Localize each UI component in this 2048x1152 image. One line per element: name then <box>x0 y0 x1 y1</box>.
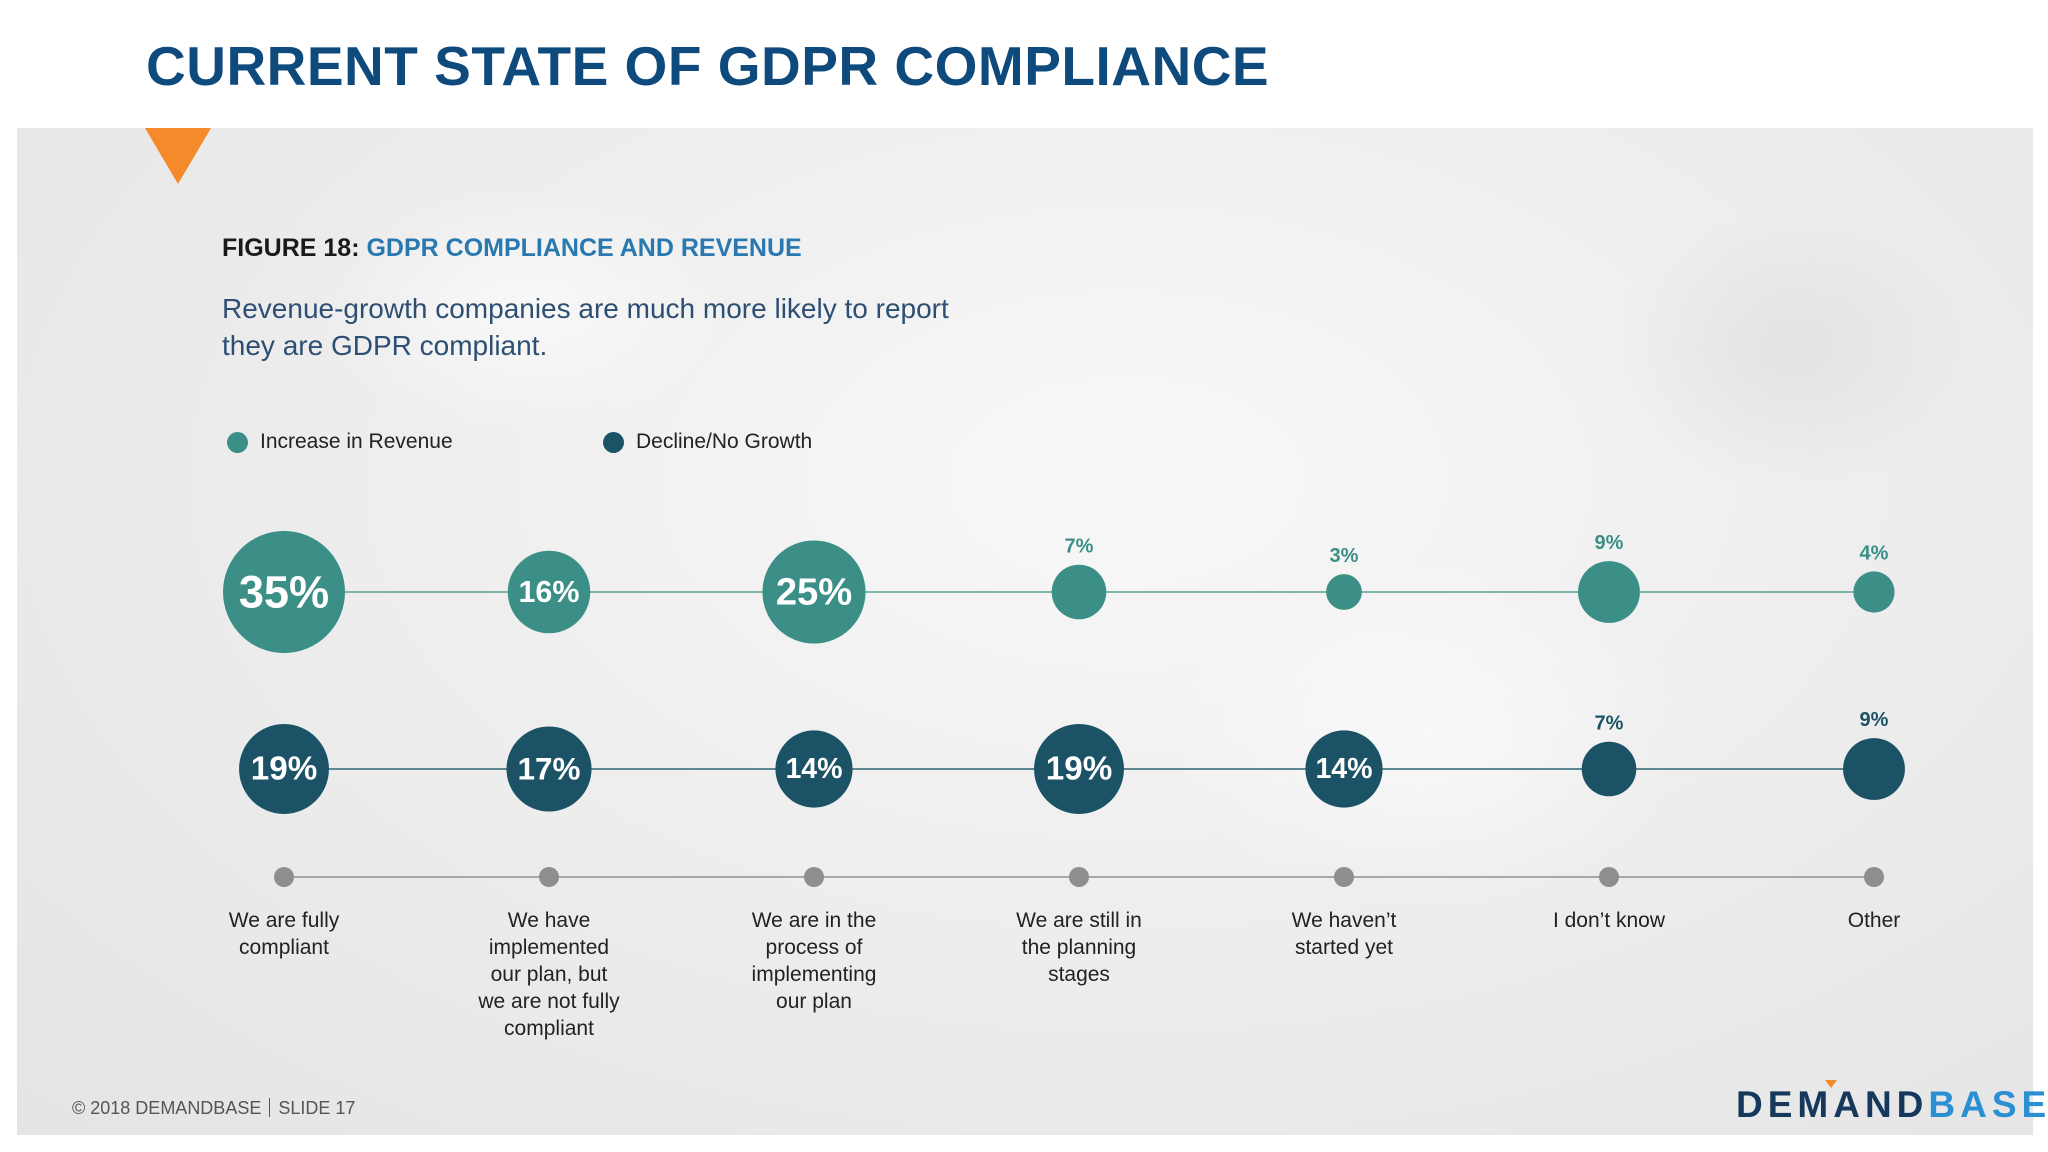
category-dot-7 <box>1864 867 1884 887</box>
category-dot-6 <box>1599 867 1619 887</box>
category-label-3-line-4: our plan <box>776 990 852 1013</box>
category-dot-5 <box>1334 867 1354 887</box>
category-label-6-line-1: I don’t know <box>1552 909 1666 932</box>
data-label-s1-c6: 9% <box>1595 532 1624 554</box>
category-label-4-line-1: We are still in <box>1016 909 1142 932</box>
category-dot-1 <box>274 867 294 887</box>
category-label-2-line-5: compliant <box>504 1017 594 1040</box>
category-label-2-line-2: implemented <box>488 936 610 959</box>
data-label-s1-c4: 7% <box>1065 536 1094 558</box>
category-label-3: We are in the process of implementing our p… <box>729 907 899 1015</box>
data-label-s2-c7: 9% <box>1860 709 1889 731</box>
bubble-s1-c3 <box>762 540 866 644</box>
category-label-6: I don’t know <box>1524 907 1694 934</box>
bubble-s2-c3 <box>775 730 853 808</box>
footer-copyright: © 2018 DEMANDBASE <box>72 1098 262 1118</box>
bubble-s2-c6 <box>1581 741 1637 797</box>
bubble-s2-c4 <box>1034 724 1124 814</box>
bubble-s1-c4 <box>1051 564 1107 620</box>
footer-slide-number: SLIDE 17 <box>278 1098 356 1118</box>
category-label-5-line-2: started yet <box>1294 936 1394 959</box>
category-label-1: We are fully compliant <box>199 907 369 961</box>
footer-separator <box>269 1098 271 1117</box>
category-label-1-line-1: We are fully <box>228 909 340 932</box>
footer: © 2018 DEMANDBASE SLIDE 17 <box>72 1098 355 1119</box>
category-label-2-line-1: We have <box>507 909 591 932</box>
category-label-2-line-3: our plan, but <box>490 963 608 986</box>
legend-dot-decline <box>603 431 624 453</box>
category-label-4-line-2: the planning <box>1021 936 1137 959</box>
figure-label: FIGURE 18: GDPR COMPLIANCE AND REVENUE <box>222 234 802 263</box>
bubble-s1-c7 <box>1853 571 1895 613</box>
bubble-s2-c2 <box>506 726 592 812</box>
logo-text-demand: DEMAND <box>1736 1084 1929 1125</box>
legend-item-increase-in-revenue: Increase in Revenue <box>227 430 453 454</box>
legend-label-decline: Decline/No Growth <box>636 430 813 453</box>
legend-dot-increase <box>227 431 248 453</box>
figure-subtitle: Revenue-growth companies are much more l… <box>222 290 949 364</box>
data-label-s2-c2: 17% <box>518 752 581 787</box>
category-dot-3 <box>804 867 824 887</box>
category-label-5-line-1: We haven’t <box>1291 909 1397 932</box>
category-label-7: Other <box>1789 907 1959 934</box>
data-label-s1-c1: 35% <box>239 567 329 618</box>
category-label-2-line-4: we are not fully <box>478 990 620 1013</box>
legend-item-decline-no-growth: Decline/No Growth <box>603 430 812 454</box>
legend-label-increase: Increase in Revenue <box>260 430 453 453</box>
data-label-s1-c3: 25% <box>776 571 852 614</box>
logo-text-base: BASE <box>1928 1084 2048 1125</box>
orange-triangle-icon <box>145 128 211 184</box>
data-label-s2-c3: 14% <box>785 753 842 785</box>
figure-number: FIGURE 18: <box>222 234 360 262</box>
category-dot-4 <box>1069 867 1089 887</box>
category-label-2: We have implemented our plan, but we are no… <box>464 907 634 1042</box>
category-label-4-line-3: stages <box>1048 963 1110 986</box>
data-label-s1-c7: 4% <box>1860 542 1889 564</box>
page-title: CURRENT STATE OF GDPR COMPLIANCE <box>146 35 1270 97</box>
bubble-s2-c7 <box>1843 738 1905 800</box>
category-label-3-line-3: implementing <box>751 963 877 986</box>
data-label-s2-c6: 7% <box>1595 713 1624 735</box>
category-label-7-line-1: Other <box>1847 909 1901 932</box>
data-label-s1-c2: 16% <box>518 575 579 609</box>
bubble-s1-c2 <box>507 550 591 634</box>
bubble-s2-c5 <box>1305 730 1383 808</box>
bubble-s1-c5 <box>1326 574 1362 610</box>
data-label-s1-c5: 3% <box>1330 545 1359 567</box>
data-label-s2-c4: 19% <box>1046 751 1113 788</box>
category-label-3-line-2: process of <box>765 936 863 959</box>
category-label-4: We are still in the planning stages <box>994 907 1164 988</box>
data-label-s2-c5: 14% <box>1315 753 1372 785</box>
bubble-s1-c6 <box>1578 561 1640 623</box>
subtitle-line-1: Revenue-growth companies are much more l… <box>222 293 949 324</box>
chart-background-shading <box>17 128 2033 1135</box>
category-label-1-line-2: compliant <box>239 936 329 959</box>
figure-title: GDPR COMPLIANCE AND REVENUE <box>366 234 802 262</box>
logo-caret-icon <box>1825 1080 1837 1088</box>
data-label-s2-c1: 19% <box>251 751 318 788</box>
category-label-3-line-1: We are in the <box>751 909 877 932</box>
category-label-5: We haven’t started yet <box>1259 907 1429 961</box>
bubble-s2-c1 <box>239 724 329 814</box>
demandbase-logo: DEMANDBASE <box>1736 1080 2048 1126</box>
subtitle-line-2: they are GDPR compliant. <box>222 330 548 361</box>
category-dot-2 <box>539 867 559 887</box>
bubble-s1-c1 <box>223 531 345 653</box>
